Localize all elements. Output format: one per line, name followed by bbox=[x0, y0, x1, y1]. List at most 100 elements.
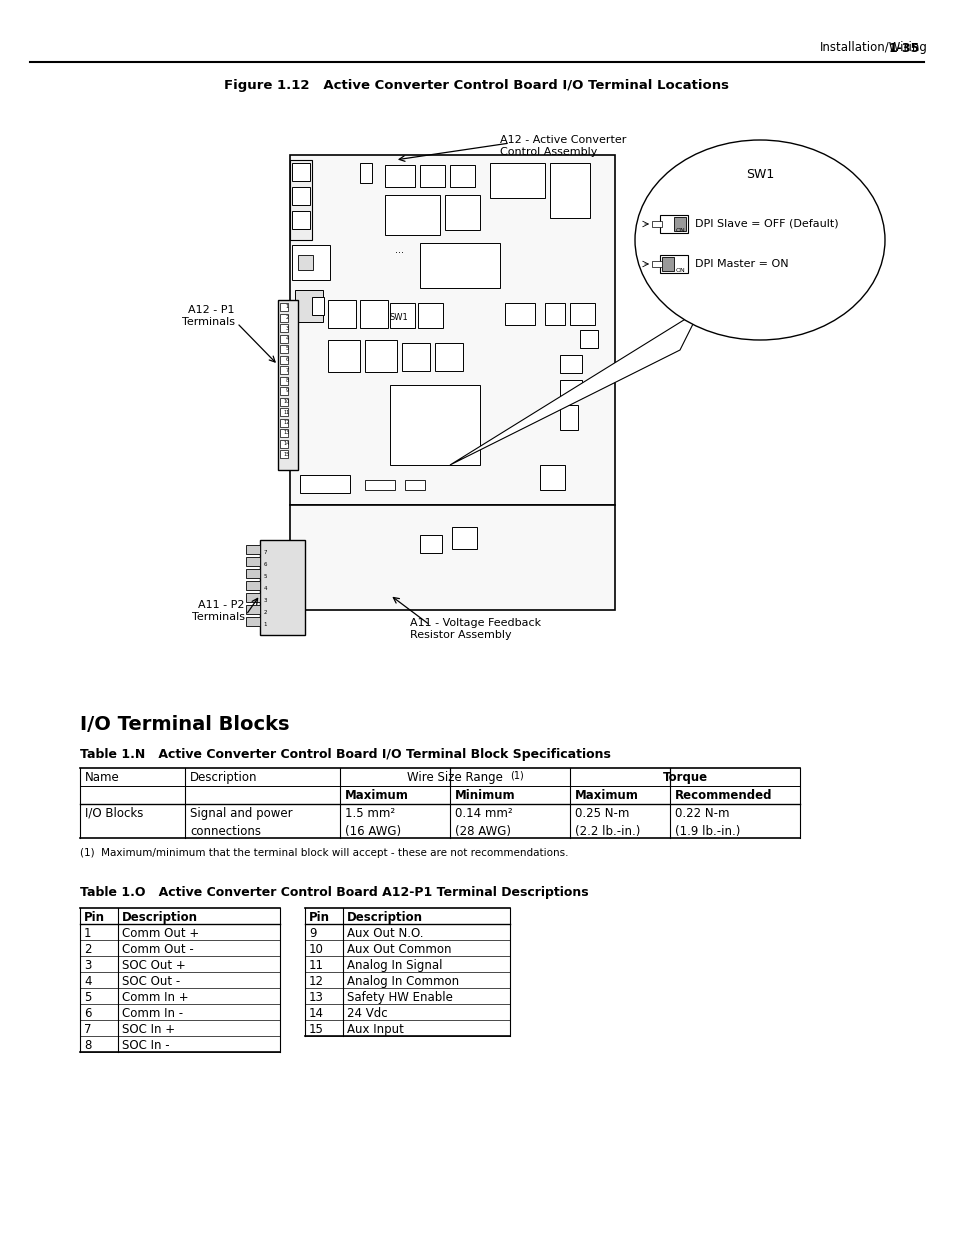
Text: 4: 4 bbox=[84, 974, 91, 988]
Text: 1: 1 bbox=[84, 927, 91, 940]
Bar bbox=[246, 605, 260, 614]
Text: Figure 1.12   Active Converter Control Board I/O Terminal Locations: Figure 1.12 Active Converter Control Boa… bbox=[224, 79, 729, 93]
Text: 12: 12 bbox=[309, 974, 324, 988]
Bar bbox=[673, 217, 685, 231]
Text: 2: 2 bbox=[84, 944, 91, 956]
Text: 13: 13 bbox=[309, 990, 323, 1004]
Text: 7: 7 bbox=[263, 550, 267, 555]
Ellipse shape bbox=[635, 140, 884, 340]
Text: Wire Size Range: Wire Size Range bbox=[407, 771, 502, 784]
Text: 12: 12 bbox=[284, 420, 290, 425]
Bar bbox=[280, 303, 288, 311]
Text: I/O Terminal Blocks: I/O Terminal Blocks bbox=[80, 715, 289, 734]
Text: Comm Out +: Comm Out + bbox=[122, 927, 199, 940]
Text: 5: 5 bbox=[285, 347, 288, 352]
Bar bbox=[280, 429, 288, 437]
Bar bbox=[280, 398, 288, 405]
Text: ON: ON bbox=[676, 228, 685, 233]
Text: SW1: SW1 bbox=[390, 314, 408, 322]
Text: 7: 7 bbox=[285, 368, 288, 373]
Text: Signal and power
connections: Signal and power connections bbox=[190, 806, 293, 839]
Text: 9: 9 bbox=[309, 927, 316, 940]
Bar bbox=[280, 419, 288, 426]
Text: 6: 6 bbox=[84, 1007, 91, 1020]
Text: 6: 6 bbox=[285, 357, 288, 362]
Bar bbox=[651, 261, 661, 267]
Text: Minimum: Minimum bbox=[455, 789, 515, 802]
Text: A12 - P1
Terminals: A12 - P1 Terminals bbox=[182, 305, 234, 326]
Bar bbox=[364, 312, 372, 324]
Bar bbox=[292, 211, 310, 228]
Text: 3: 3 bbox=[263, 598, 267, 603]
Text: ...: ... bbox=[395, 245, 404, 254]
Bar bbox=[539, 466, 564, 490]
Text: 6: 6 bbox=[263, 562, 267, 567]
Bar bbox=[292, 245, 330, 280]
Bar bbox=[579, 330, 598, 348]
Text: SOC In +: SOC In + bbox=[122, 1023, 175, 1036]
Text: Analog In Signal: Analog In Signal bbox=[347, 960, 442, 972]
Bar bbox=[290, 161, 312, 240]
Text: 2: 2 bbox=[285, 315, 288, 320]
Bar bbox=[246, 618, 260, 626]
Bar bbox=[419, 535, 441, 553]
Text: 0.25 N-m
(2.2 lb.-in.): 0.25 N-m (2.2 lb.-in.) bbox=[575, 806, 639, 839]
Bar bbox=[435, 343, 462, 370]
Text: Pin: Pin bbox=[84, 911, 105, 924]
Bar bbox=[651, 221, 661, 227]
Bar bbox=[280, 324, 288, 332]
Bar bbox=[292, 186, 310, 205]
Text: Aux Input: Aux Input bbox=[347, 1023, 403, 1036]
Bar bbox=[569, 303, 595, 325]
Bar bbox=[280, 450, 288, 458]
Text: Description: Description bbox=[190, 771, 257, 784]
Text: 1-35: 1-35 bbox=[888, 42, 919, 54]
Text: 15: 15 bbox=[309, 1023, 323, 1036]
Text: 10: 10 bbox=[309, 944, 323, 956]
Text: 5: 5 bbox=[84, 990, 91, 1004]
Text: 11: 11 bbox=[284, 410, 290, 415]
Text: 0.14 mm²
(28 AWG): 0.14 mm² (28 AWG) bbox=[455, 806, 512, 839]
Bar bbox=[246, 593, 260, 601]
Bar bbox=[661, 257, 673, 270]
Text: SOC In -: SOC In - bbox=[122, 1039, 170, 1052]
Bar bbox=[559, 405, 578, 430]
Bar bbox=[277, 300, 297, 471]
Text: 3: 3 bbox=[285, 326, 288, 331]
Text: Recommended: Recommended bbox=[675, 789, 772, 802]
Text: Pin: Pin bbox=[309, 911, 330, 924]
Text: Name: Name bbox=[85, 771, 120, 784]
Text: 15: 15 bbox=[284, 452, 290, 457]
Text: Table 1.N   Active Converter Control Board I/O Terminal Block Specifications: Table 1.N Active Converter Control Board… bbox=[80, 748, 610, 761]
Text: Analog In Common: Analog In Common bbox=[347, 974, 458, 988]
Text: A12 - Active Converter
Control Assembly: A12 - Active Converter Control Assembly bbox=[499, 135, 626, 157]
Text: 14: 14 bbox=[309, 1007, 324, 1020]
Bar bbox=[297, 254, 313, 270]
Bar bbox=[260, 540, 305, 635]
Bar bbox=[390, 385, 479, 466]
Bar bbox=[328, 340, 359, 372]
Text: I/O Blocks: I/O Blocks bbox=[85, 806, 143, 820]
Text: (1): (1) bbox=[510, 771, 523, 781]
Bar bbox=[280, 387, 288, 395]
Text: Torque: Torque bbox=[661, 771, 707, 784]
Bar bbox=[405, 480, 424, 490]
Text: Safety HW Enable: Safety HW Enable bbox=[347, 990, 453, 1004]
Text: DPI Slave = OFF (Default): DPI Slave = OFF (Default) bbox=[695, 219, 838, 228]
Bar bbox=[359, 300, 388, 329]
Bar bbox=[280, 408, 288, 416]
Bar bbox=[365, 340, 396, 372]
Bar bbox=[290, 505, 615, 610]
Text: 1.5 mm²
(16 AWG): 1.5 mm² (16 AWG) bbox=[345, 806, 400, 839]
Text: 0.22 N-m
(1.9 lb.-in.): 0.22 N-m (1.9 lb.-in.) bbox=[675, 806, 740, 839]
Text: Comm Out -: Comm Out - bbox=[122, 944, 193, 956]
Text: Installation/Wiring: Installation/Wiring bbox=[820, 42, 927, 54]
Text: 1: 1 bbox=[263, 621, 267, 626]
Text: 5: 5 bbox=[263, 573, 267, 578]
Bar bbox=[359, 163, 372, 183]
Bar bbox=[246, 557, 260, 566]
Bar bbox=[559, 380, 581, 398]
Text: 3: 3 bbox=[84, 960, 91, 972]
Text: A11 - P2
Terminals: A11 - P2 Terminals bbox=[192, 600, 245, 621]
Bar bbox=[280, 345, 288, 353]
